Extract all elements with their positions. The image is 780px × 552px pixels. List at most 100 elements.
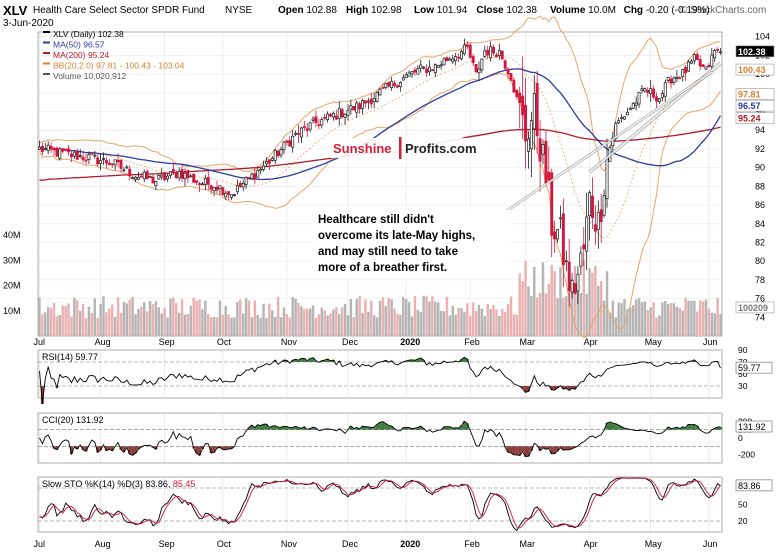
volume-bar [329, 313, 332, 336]
candle-body [489, 46, 493, 59]
price-tag-label: 95.24 [738, 114, 761, 124]
candlestick [195, 180, 199, 186]
volume-bar [457, 307, 460, 336]
volume-bar [666, 304, 670, 336]
volume-bar [119, 312, 123, 336]
cci-overbought-fill [689, 424, 693, 430]
candle-body [689, 60, 693, 64]
legend-entry: XLV (Daily) 102.38 [53, 29, 124, 39]
candlestick [541, 139, 545, 165]
candlestick [174, 170, 178, 179]
volume-bar [201, 309, 204, 336]
candlestick [206, 170, 210, 191]
candlestick [183, 168, 187, 187]
volume-bar [404, 298, 408, 336]
volume-bar [212, 317, 216, 336]
legend-swatch [43, 73, 50, 75]
candle-body [46, 144, 50, 152]
volume-bar [466, 303, 469, 336]
volume-bar [256, 315, 259, 336]
candlestick [637, 91, 641, 108]
rsi-overbought-fill [419, 358, 423, 362]
cci-overbought-fill [623, 428, 626, 430]
candle-body [573, 283, 577, 294]
candle-body [363, 100, 367, 104]
candle-body [99, 160, 103, 164]
candle-body [643, 88, 647, 92]
rsi-overbought-fill [460, 359, 463, 362]
cci-oversold-fill [154, 446, 158, 450]
candlestick [110, 163, 114, 168]
rsi-oversold-fill [553, 386, 557, 390]
volume-bar [582, 260, 585, 336]
cci-oversold-fill [506, 446, 510, 453]
volume-bar [687, 300, 690, 336]
price-tag-box [735, 63, 775, 76]
candlestick [564, 250, 568, 272]
candle-body [599, 209, 603, 223]
candlestick [218, 185, 222, 196]
candle-body [235, 185, 239, 193]
candle-body [666, 77, 670, 82]
cci-overbought-fill [291, 427, 295, 430]
volume-bar [576, 283, 580, 336]
candlestick [70, 150, 73, 163]
candle-body [212, 186, 216, 192]
price-tick-label: 76 [755, 294, 765, 304]
cci-tick-label: -200 [738, 450, 755, 460]
rsi-oversold-fill [521, 386, 525, 389]
cci-oversold-fill [570, 446, 574, 449]
volume-bar [273, 317, 277, 336]
month-label-top: Mar [520, 337, 536, 347]
volume-bar [678, 307, 682, 336]
candlestick [273, 148, 277, 165]
volume-bar [486, 303, 489, 336]
volume-bar [303, 308, 306, 336]
candlestick [451, 54, 455, 64]
volume-bar [652, 302, 655, 336]
price-tick-label: 90 [755, 163, 765, 173]
cci-overbought-fill [448, 426, 452, 430]
candle-body [247, 177, 251, 179]
candlestick [532, 75, 536, 151]
volume-bar [451, 305, 454, 336]
volume-bar [396, 313, 399, 336]
candlestick [250, 172, 254, 181]
month-label-top: Sep [159, 337, 175, 347]
volume-bar [422, 295, 425, 336]
candlestick [512, 77, 516, 93]
volume-bar [713, 313, 716, 336]
rsi-oversold-fill [567, 386, 571, 391]
volume-bar [323, 310, 326, 336]
candlestick [317, 118, 321, 130]
volume-bar [148, 300, 152, 336]
candlestick [526, 131, 530, 169]
candlestick [719, 48, 723, 55]
candlestick [591, 177, 594, 230]
candle-body [136, 176, 140, 180]
month-label-bottom: Oct [217, 539, 232, 549]
candle-body [526, 138, 530, 152]
candlestick [631, 102, 635, 109]
volume-bar [140, 306, 143, 336]
cci-overbought-fill [273, 425, 277, 430]
bollinger-lower-line [39, 72, 721, 338]
candlestick [58, 147, 62, 161]
volume-bar [649, 307, 652, 336]
cci-overbought-fill [355, 427, 359, 430]
candlestick [556, 229, 560, 243]
candle-body [168, 171, 172, 176]
candle-body [445, 57, 449, 62]
price-tag-box [735, 45, 775, 58]
candle-body [224, 192, 228, 198]
candlestick [276, 149, 280, 158]
candle-body [393, 82, 397, 86]
cci-oversold-fill [224, 446, 228, 450]
candle-body [541, 144, 545, 155]
volume-bar [282, 307, 286, 336]
volume-bar [530, 295, 533, 336]
candlestick [294, 130, 298, 137]
candle-body [107, 162, 111, 166]
cci-oversold-fill [131, 446, 135, 456]
volume-bar [521, 281, 524, 336]
